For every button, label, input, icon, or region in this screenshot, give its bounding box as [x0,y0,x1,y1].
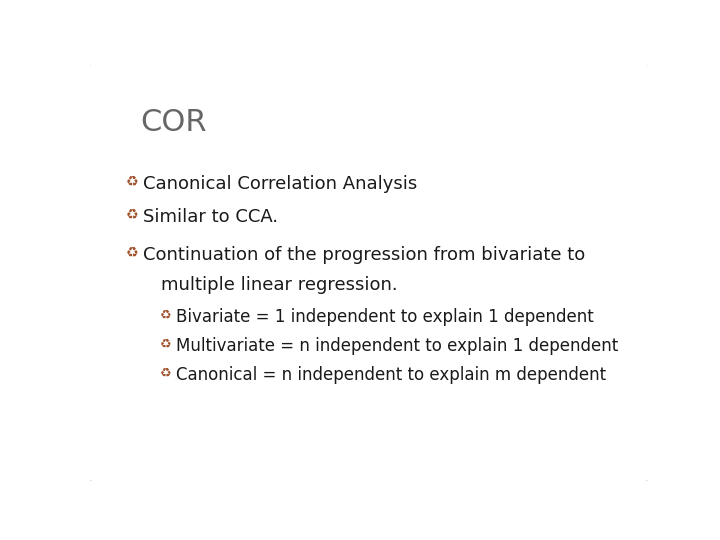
Text: ♻: ♻ [126,208,138,222]
Text: Canonical = n independent to explain m dependent: Canonical = n independent to explain m d… [176,366,607,384]
Text: Canonical Correlation Analysis: Canonical Correlation Analysis [143,175,418,193]
Text: ♻: ♻ [126,175,138,189]
Text: Multivariate = n independent to explain 1 dependent: Multivariate = n independent to explain … [176,337,618,355]
Text: COR: COR [140,109,207,138]
Text: ♻: ♻ [161,337,172,350]
Text: multiple linear regression.: multiple linear regression. [161,275,397,294]
Text: ♻: ♻ [126,246,138,260]
Text: ♻: ♻ [161,308,172,321]
Text: ♻: ♻ [161,366,172,379]
FancyBboxPatch shape [87,63,651,483]
Text: Continuation of the progression from bivariate to: Continuation of the progression from biv… [143,246,585,264]
Text: Bivariate = 1 independent to explain 1 dependent: Bivariate = 1 independent to explain 1 d… [176,308,594,326]
Text: Similar to CCA.: Similar to CCA. [143,208,278,226]
